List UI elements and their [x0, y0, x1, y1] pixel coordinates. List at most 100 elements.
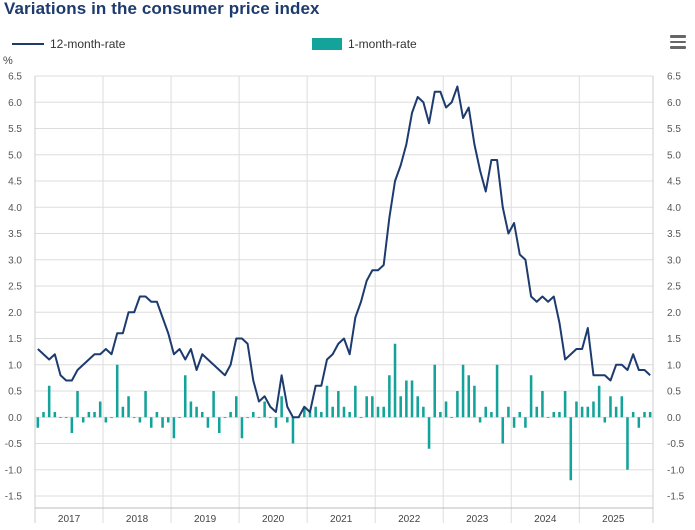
bar-1-month-rate[interactable]: [507, 406, 510, 418]
bar-1-month-rate[interactable]: [240, 417, 244, 439]
bar-1-month-rate[interactable]: [252, 412, 255, 418]
bar-1-month-rate[interactable]: [183, 375, 187, 418]
bar-1-month-rate[interactable]: [376, 406, 380, 418]
bar-1-month-rate[interactable]: [342, 406, 346, 418]
bar-1-month-rate[interactable]: [484, 406, 488, 418]
bar-1-month-rate[interactable]: [365, 396, 368, 418]
bar-1-month-rate[interactable]: [280, 396, 283, 418]
bar-1-month-rate[interactable]: [620, 396, 624, 418]
bar-1-month-rate[interactable]: [478, 417, 482, 423]
bar-1-month-rate[interactable]: [648, 412, 652, 418]
bar-1-month-rate[interactable]: [149, 417, 153, 428]
bar-1-month-rate[interactable]: [371, 396, 374, 418]
bar-1-month-rate[interactable]: [535, 406, 539, 418]
bar-1-month-rate[interactable]: [200, 412, 204, 418]
bar-1-month-rate[interactable]: [626, 417, 629, 470]
bar-1-month-rate[interactable]: [461, 364, 465, 418]
bar-1-month-rate[interactable]: [303, 406, 306, 418]
bar-1-month-rate[interactable]: [269, 417, 272, 419]
bar-1-month-rate[interactable]: [246, 417, 249, 419]
bar-1-month-rate[interactable]: [359, 417, 363, 419]
bar-1-month-rate[interactable]: [229, 412, 232, 418]
bar-1-month-rate[interactable]: [320, 412, 323, 418]
bar-1-month-rate[interactable]: [354, 385, 357, 418]
bar-1-month-rate[interactable]: [274, 417, 278, 428]
bar-1-month-rate[interactable]: [473, 385, 476, 418]
bar-1-month-rate[interactable]: [234, 396, 238, 418]
bar-1-month-rate[interactable]: [450, 417, 454, 419]
bar-1-month-rate[interactable]: [70, 417, 74, 433]
bar-1-month-rate[interactable]: [637, 417, 641, 428]
bar-1-month-rate[interactable]: [47, 385, 51, 418]
bar-1-month-rate[interactable]: [144, 391, 147, 418]
bar-1-month-rate[interactable]: [127, 396, 130, 418]
bar-1-month-rate[interactable]: [195, 406, 198, 418]
bar-1-month-rate[interactable]: [81, 417, 85, 423]
bar-1-month-rate[interactable]: [132, 417, 136, 419]
bar-1-month-rate[interactable]: [155, 412, 159, 418]
bar-1-month-rate[interactable]: [110, 417, 113, 419]
bar-1-month-rate[interactable]: [444, 401, 448, 418]
bar-1-month-rate[interactable]: [166, 417, 170, 423]
hamburger-menu-icon[interactable]: [670, 35, 686, 49]
bar-1-month-rate[interactable]: [53, 412, 57, 418]
bar-1-month-rate[interactable]: [206, 417, 210, 428]
bar-1-month-rate[interactable]: [405, 380, 408, 418]
bar-1-month-rate[interactable]: [104, 417, 108, 423]
bar-1-month-rate[interactable]: [93, 412, 96, 418]
bar-1-month-rate[interactable]: [212, 391, 215, 418]
bar-1-month-rate[interactable]: [524, 417, 527, 428]
bar-1-month-rate[interactable]: [189, 401, 193, 418]
bar-1-month-rate[interactable]: [552, 412, 556, 418]
bar-1-month-rate[interactable]: [138, 417, 142, 423]
bar-1-month-rate[interactable]: [64, 417, 68, 419]
bar-1-month-rate[interactable]: [223, 417, 227, 419]
bar-1-month-rate[interactable]: [87, 412, 91, 418]
bar-1-month-rate[interactable]: [416, 396, 419, 418]
bar-1-month-rate[interactable]: [161, 417, 164, 428]
bar-1-month-rate[interactable]: [121, 406, 125, 418]
bar-1-month-rate[interactable]: [558, 412, 561, 418]
bar-1-month-rate[interactable]: [36, 417, 40, 428]
bar-1-month-rate[interactable]: [263, 401, 266, 418]
bar-1-month-rate[interactable]: [609, 396, 612, 418]
bar-1-month-rate[interactable]: [580, 406, 584, 418]
bar-1-month-rate[interactable]: [308, 412, 312, 418]
bar-1-month-rate[interactable]: [76, 391, 79, 418]
bar-1-month-rate[interactable]: [59, 417, 62, 419]
bar-1-month-rate[interactable]: [529, 375, 533, 418]
bar-1-month-rate[interactable]: [631, 412, 635, 418]
bar-1-month-rate[interactable]: [603, 417, 607, 423]
bar-1-month-rate[interactable]: [501, 417, 505, 444]
bar-1-month-rate[interactable]: [399, 396, 402, 418]
bar-1-month-rate[interactable]: [643, 412, 646, 418]
bar-1-month-rate[interactable]: [563, 391, 567, 418]
bar-1-month-rate[interactable]: [597, 385, 601, 418]
legend-12-month-rate[interactable]: 12-month-rate: [12, 37, 125, 51]
bar-1-month-rate[interactable]: [546, 417, 550, 419]
bar-1-month-rate[interactable]: [575, 401, 578, 418]
bar-1-month-rate[interactable]: [178, 417, 181, 419]
bar-1-month-rate[interactable]: [172, 417, 176, 439]
bar-1-month-rate[interactable]: [518, 412, 522, 418]
bar-1-month-rate[interactable]: [388, 375, 391, 418]
bar-1-month-rate[interactable]: [331, 406, 334, 418]
bar-1-month-rate[interactable]: [291, 417, 295, 444]
bar-1-month-rate[interactable]: [541, 391, 544, 418]
bar-1-month-rate[interactable]: [427, 417, 431, 449]
bar-1-month-rate[interactable]: [422, 406, 425, 418]
bar-1-month-rate[interactable]: [115, 364, 119, 418]
bar-1-month-rate[interactable]: [42, 412, 45, 418]
bar-1-month-rate[interactable]: [98, 401, 102, 418]
bar-1-month-rate[interactable]: [325, 385, 329, 418]
bar-1-month-rate[interactable]: [614, 406, 618, 418]
bar-1-month-rate[interactable]: [569, 417, 573, 481]
bar-1-month-rate[interactable]: [393, 343, 397, 418]
bar-1-month-rate[interactable]: [348, 412, 351, 418]
bar-1-month-rate[interactable]: [257, 417, 261, 419]
bar-1-month-rate[interactable]: [410, 380, 414, 418]
bar-1-month-rate[interactable]: [382, 406, 385, 418]
bar-1-month-rate[interactable]: [490, 412, 493, 418]
bar-1-month-rate[interactable]: [456, 391, 459, 418]
bar-1-month-rate[interactable]: [217, 417, 221, 433]
